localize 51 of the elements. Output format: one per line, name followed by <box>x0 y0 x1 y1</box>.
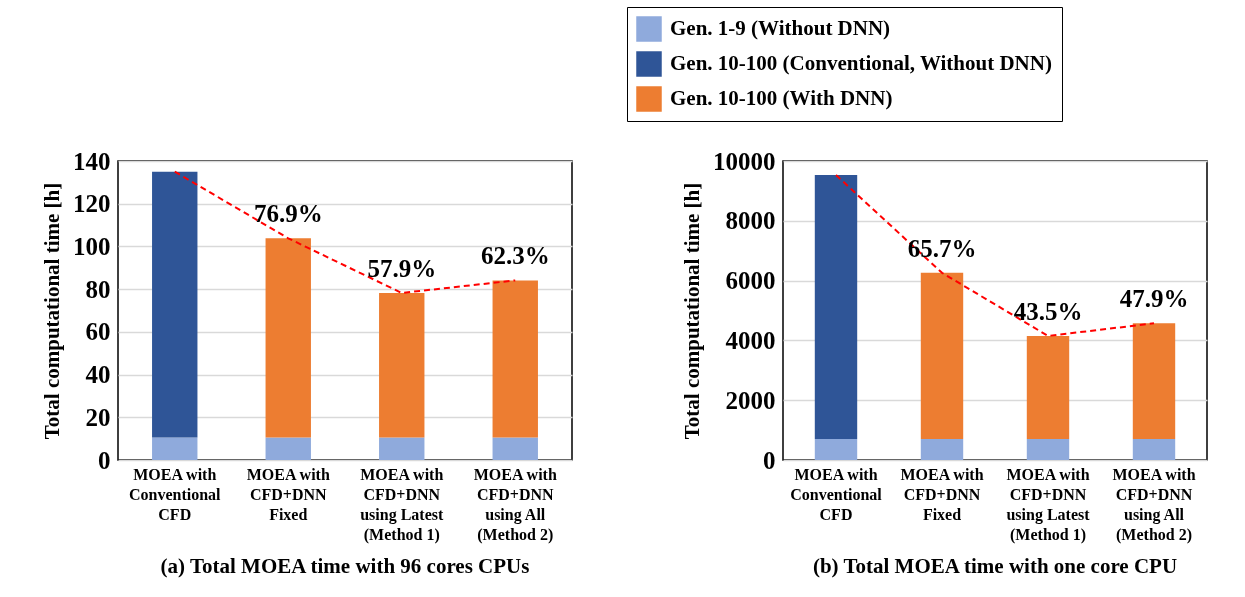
y-tick-label: 40 <box>85 361 111 389</box>
y-axis-title: Total computational time [h] <box>40 182 64 440</box>
bar <box>152 171 198 438</box>
x-tick-label: MOEA with CFD+DNN using All (Method 2) <box>473 465 557 544</box>
x-tick-label: MOEA with Conventional CFD <box>128 465 222 523</box>
y-tick-label: 120 <box>73 190 111 218</box>
x-tick-label: MOEA with CFD+DNN using Latest (Method 1) <box>1006 465 1091 544</box>
text: (a) Total MOEA time with 96 cores CPUs <box>160 554 530 578</box>
bar <box>379 292 425 438</box>
annotation: 65.7% <box>907 234 977 262</box>
legend-label: Gen. 1-9 (Without DNN) <box>670 16 891 40</box>
legend-label: Gen. 10-100 (With DNN) <box>670 86 893 110</box>
x-tick-label: MOEA with CFD+DNN Fixed <box>246 465 330 523</box>
bar <box>152 437 198 460</box>
y-tick-label: 100 <box>73 232 111 260</box>
x-tick-label: MOEA with CFD+DNN using Latest (Method 1) <box>360 465 444 544</box>
x-tick-label: MOEA with CFD+DNN using All (Method 2) <box>1112 465 1196 544</box>
x-tick-label: MOEA with CFD+DNN Fixed <box>900 465 984 523</box>
legend-label: Gen. 10-100 (Conventional, Without DNN) <box>670 51 1052 75</box>
y-tick-label: 20 <box>85 403 111 431</box>
bar <box>1132 323 1176 440</box>
annotation: 62.3% <box>480 242 550 270</box>
y-tick-label: 80 <box>85 275 111 303</box>
y-tick-label: 10000 <box>713 147 776 175</box>
x-tick-label: MOEA with Conventional CFD <box>790 465 883 523</box>
annotation: 43.5% <box>1013 297 1083 325</box>
bar <box>920 272 964 440</box>
bar <box>1026 439 1070 460</box>
y-tick-label: 2000 <box>725 386 776 414</box>
y-tick-label: 6000 <box>725 267 776 295</box>
y-tick-label: 60 <box>85 318 111 346</box>
annotation: 57.9% <box>367 254 437 282</box>
annotation: 47.9% <box>1119 285 1189 313</box>
text: (b) Total MOEA time with one core CPU <box>812 554 1178 578</box>
y-tick-label: 8000 <box>725 207 776 235</box>
bar <box>492 437 538 460</box>
bar <box>814 175 858 440</box>
bar <box>1132 439 1176 460</box>
y-tick-label: 4000 <box>725 326 776 354</box>
bar <box>1026 335 1070 440</box>
bar <box>265 238 311 438</box>
y-tick-label: 0 <box>98 446 111 474</box>
y-tick-label: 0 <box>763 446 776 474</box>
bar <box>920 439 964 460</box>
bar <box>492 280 538 438</box>
y-axis-title: Total computational time [h] <box>680 182 704 440</box>
bar <box>814 439 858 460</box>
y-tick-label: 140 <box>73 147 111 175</box>
annotation: 76.9% <box>253 200 323 228</box>
bar <box>379 437 425 460</box>
bar <box>265 437 311 460</box>
